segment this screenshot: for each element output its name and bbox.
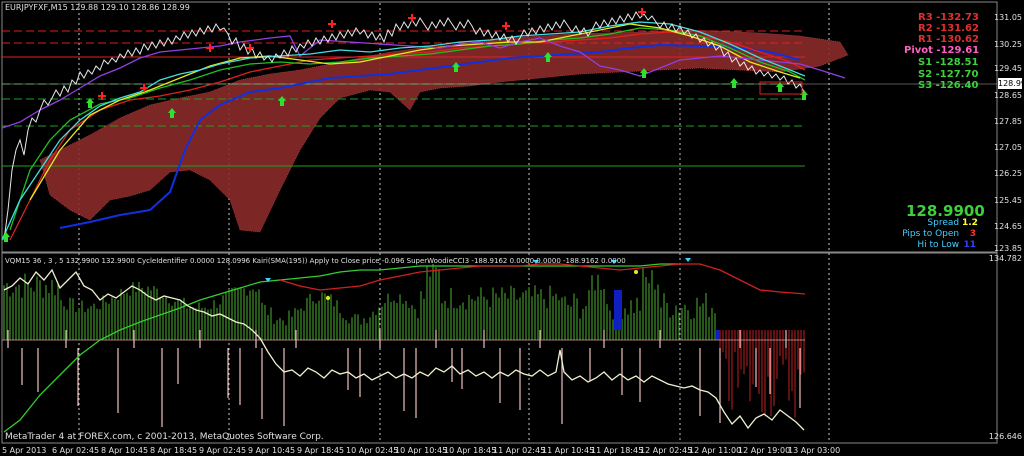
sell-markers — [98, 8, 646, 100]
price-tick: 127.85 — [994, 117, 1022, 126]
pivot-s1: S1 -128.51 — [918, 57, 979, 68]
big-price: 128.9900 — [906, 202, 985, 220]
time-tick: 10 Apr 10:45 — [395, 446, 448, 455]
stat-pips-to-open: Pips to Open 3 — [902, 229, 976, 239]
pivot-r3: R3 -132.73 — [918, 12, 979, 23]
time-tick: 11 Apr 18:45 — [591, 446, 644, 455]
green-histogram — [3, 264, 716, 340]
time-tick: 12 Apr 02:45 — [640, 446, 693, 455]
stat-hi-to-low: Hi to Low 11 — [917, 240, 976, 250]
ichimoku-cloud — [39, 29, 849, 233]
indicator-axis-top: 134.782 — [988, 254, 1022, 263]
copyright-footer: MetaTrader 4 at FOREX.com, c 2001-2013, … — [5, 432, 324, 442]
time-tick: 8 Apr 18:45 — [150, 446, 198, 455]
ma-yellow — [29, 23, 801, 201]
price-tick: 123.85 — [994, 244, 1022, 253]
indicator-info: VQM15 36 , 3 , 5 132.9900 132.9900 Cycle… — [5, 257, 626, 265]
time-tick: 9 Apr 02:45 — [199, 446, 247, 455]
price-marker — [759, 81, 803, 95]
time-tick: 10 Apr 18:45 — [444, 446, 497, 455]
blue-bars — [614, 290, 720, 340]
time-tick: 6 Apr 02:45 — [52, 446, 100, 455]
time-tick: 11 Apr 10:45 — [542, 446, 595, 455]
pivot-r2: R2 -131.62 — [918, 23, 979, 34]
time-tick: 12 Apr 19:00 — [738, 446, 791, 455]
time-tick: 8 Apr 10:45 — [101, 446, 149, 455]
signal-line-green — [3, 263, 680, 433]
stats-panel: Spread 1.2 Pips to Open 3 Hi to Low 11 — [880, 218, 978, 251]
pivot-s2: S2 -127.70 — [918, 69, 979, 80]
time-tick: 10 Apr 02:45 — [346, 446, 399, 455]
signal-line-red — [279, 263, 806, 295]
price-tick: 131.05 — [994, 13, 1022, 22]
stat-spread: Spread 1.2 — [927, 218, 978, 228]
time-tick: 13 Apr 03:00 — [788, 446, 841, 455]
price-tick: 127.05 — [994, 143, 1022, 152]
price-tick: 126.25 — [994, 169, 1022, 178]
time-tick: 9 Apr 10:45 — [248, 446, 296, 455]
pivot-s3: S3 -126.40 — [918, 80, 979, 91]
price-tick: 125.45 — [994, 196, 1022, 205]
price-tick: 124.65 — [994, 222, 1022, 231]
indicator-markers — [265, 258, 691, 300]
indicator-axis-bottom: 126.646 — [988, 432, 1022, 441]
symbol-info: EURJPYFXF,M15 129.88 129.10 128.86 128.9… — [5, 3, 190, 12]
time-tick: 11 Apr 02:45 — [493, 446, 546, 455]
red-histogram — [719, 330, 805, 418]
pivot-lines — [2, 30, 997, 167]
moving-averages — [1, 21, 846, 241]
price-line — [3, 11, 805, 241]
time-tick: 9 Apr 18:45 — [297, 446, 345, 455]
day-separators — [78, 3, 830, 443]
price-tick: 128.65 — [994, 91, 1022, 100]
oscillator-line — [3, 268, 805, 431]
ma-blue — [59, 43, 801, 229]
current-price-label: 128.99 — [998, 78, 1024, 89]
price-tick: 129.45 — [994, 64, 1022, 73]
pivot-pivot: Pivot -129.61 — [904, 45, 980, 56]
time-tick: 5 Apr 2013 — [2, 446, 47, 455]
ma-purple — [1, 35, 846, 129]
price-tick: 130.25 — [994, 40, 1022, 49]
time-tick: 12 Apr 11:00 — [689, 446, 742, 455]
pivot-r1: R1 -130.62 — [918, 34, 979, 45]
signal-spikes — [7, 330, 801, 427]
buy-arrows — [2, 52, 808, 242]
